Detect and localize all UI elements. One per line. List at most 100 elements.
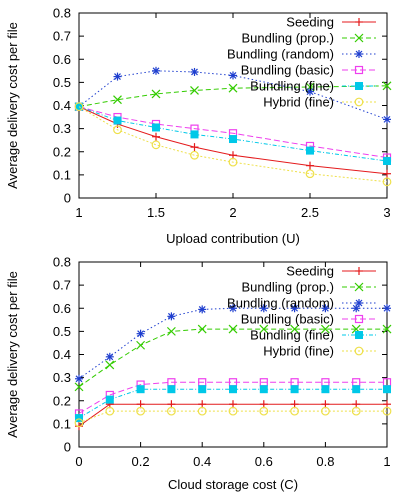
series-line-bundling-basic [78,381,387,414]
y-tick-label: 0 [64,191,71,206]
data-point [152,66,160,75]
legend-marker [355,50,363,58]
y-tick-label: 0.4 [53,347,71,362]
legend-label: Seeding [286,15,334,30]
data-point [74,102,84,112]
y-tick-label: 0.1 [53,167,71,182]
x-tick-label: 0.4 [193,454,211,469]
legend-item-bundling-fine: Bundling (fine) [250,328,376,343]
data-point [197,324,207,334]
series-line-bundling-basic [78,106,388,159]
data-point [152,132,160,141]
legend-marker [354,346,364,356]
data-point [259,304,268,313]
legend-label: Bundling (fine) [250,79,334,94]
data-point [75,414,83,423]
data-point [197,406,207,416]
y-tick-label: 0.6 [53,52,71,67]
x-axis-label: Cloud storage cost (C) [168,477,298,492]
y-tick-label: 0.2 [53,144,71,159]
legend-label: Bundling (random) [227,296,334,311]
data-point [74,418,84,428]
data-point [382,177,392,187]
y-tick-label: 0 [64,440,71,455]
data-point [383,304,391,313]
legend-item-hybrid-fine: Hybrid (fine) [263,344,376,359]
chart-cloud-storage-cost: 0 0.1 0.2 0.3 0.4 0.5 0.6 0.7 0.8 0 0.2 0.4 0.6 0.8 1 C… [5,255,392,492]
data-point [321,304,330,313]
data-point [306,161,314,170]
y-tick-label: 0.2 [53,393,71,408]
data-point [229,135,237,144]
y-axis: 0 0.1 0.2 0.3 0.4 0.5 0.6 0.7 0.8 [53,6,387,206]
legend-marker [355,267,363,275]
x-axis-label: Upload contribution (U) [166,231,300,246]
series-hybrid-fine [74,102,392,187]
data-point [152,123,160,132]
legend-label: Bundling (fine) [250,328,334,343]
legend-label: Bundling (prop.) [242,31,335,46]
y-tick-label: 0.5 [53,75,71,90]
legend-label: Bundling (prop.) [242,280,335,295]
x-tick-label: 2 [229,205,236,220]
data-point [229,304,237,313]
data-point [290,304,299,313]
data-point [382,324,392,334]
data-point [290,385,299,394]
y-tick-label: 0.3 [53,121,71,136]
y-tick-label: 0.6 [53,301,71,316]
x-tick-label: 0 [75,454,82,469]
legend-label: Hybrid (fine) [263,95,334,110]
x-tick-label: 2.5 [301,205,319,220]
x-tick-label: 1.5 [147,205,165,220]
series-bundling-fine [75,385,391,423]
legend-marker [355,82,363,90]
data-point [290,406,300,416]
data-point [136,340,146,350]
data-point [382,406,392,416]
data-point [259,324,269,334]
legend-item-bundling-prop: Bundling (prop.) [242,31,376,46]
legend-item-hybrid-fine: Hybrid (fine) [263,95,376,110]
data-point [166,326,176,336]
data-point [136,406,146,416]
data-point [198,305,207,314]
legend-marker [355,331,363,339]
legend-marker [355,299,363,307]
legend-marker [355,18,363,26]
legend-item-bundling-random: Bundling (random) [227,296,376,311]
x-tick-label: 0.6 [255,454,273,469]
data-point [113,125,122,135]
data-point [305,169,315,179]
data-point [321,385,330,394]
data-point [259,385,268,394]
legend-marker [354,65,364,75]
data-point [383,115,391,124]
data-point [306,146,314,155]
y-tick-label: 0.8 [53,6,71,21]
y-tick-label: 0.8 [53,255,71,270]
data-point [228,157,238,167]
data-point [290,324,300,334]
legend-item-bundling-random: Bundling (random) [227,47,376,62]
legend-marker [354,33,364,43]
data-point [151,140,161,150]
data-point [321,406,330,416]
data-point [167,385,176,394]
data-point [383,157,391,165]
series-line-bundling-random [78,307,387,380]
legend-marker [354,282,364,292]
legend-label: Seeding [286,264,334,279]
legend-item-seeding: Seeding [286,15,376,30]
data-point [190,150,199,160]
legend-label: Hybrid (fine) [263,344,334,359]
y-tick-label: 0.4 [53,98,71,113]
series-line-bundling-fine [78,388,387,419]
data-point [383,169,391,178]
data-point [190,130,199,139]
data-point [306,87,314,96]
data-point [113,72,122,81]
y-tick-label: 0.7 [53,29,71,44]
